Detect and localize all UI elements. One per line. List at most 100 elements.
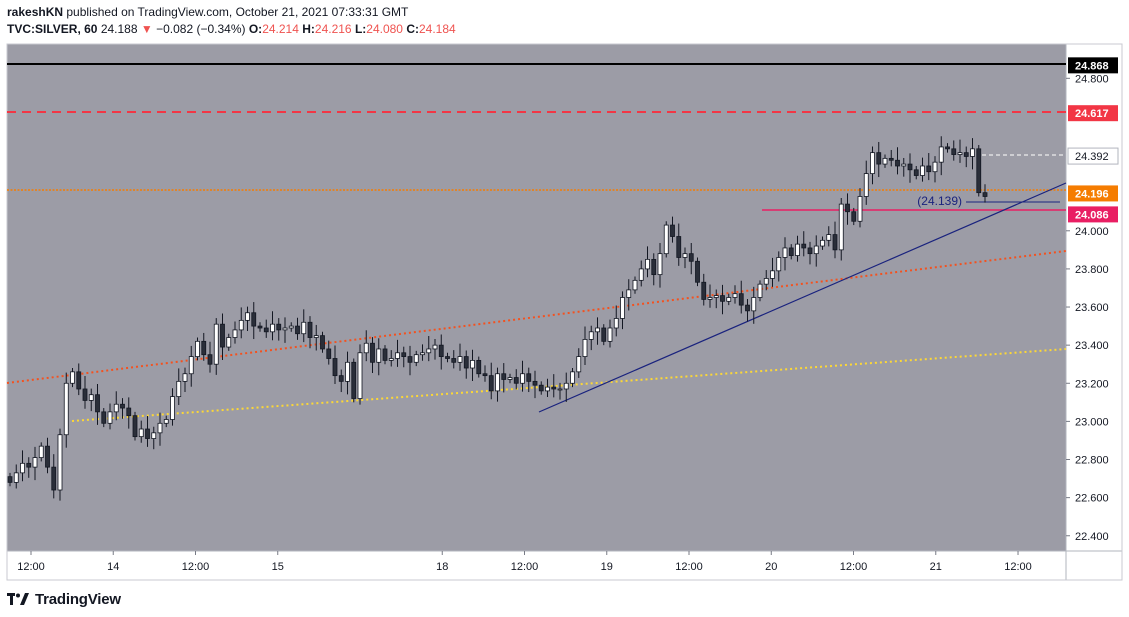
candle-body (932, 161, 938, 173)
candle-body (532, 380, 538, 386)
candle-body (213, 323, 219, 365)
candle-body (788, 247, 794, 256)
candle-body (313, 335, 319, 338)
candle-body (701, 281, 707, 300)
candle-body (688, 253, 694, 262)
candle-body (801, 243, 807, 249)
candle-body (670, 224, 675, 237)
candle-body (726, 297, 732, 302)
candle-body (913, 169, 919, 176)
tradingview-logo[interactable]: TradingView (7, 590, 121, 608)
candle-body (888, 157, 894, 161)
candle-body (120, 403, 125, 409)
candle-body (263, 327, 269, 333)
time-tick-label: 12:00 (1004, 561, 1032, 573)
price-tick-label: 22.400 (1075, 531, 1109, 543)
time-tick-label: 12:00 (17, 561, 45, 573)
candle-body (220, 323, 225, 348)
candle-body (326, 348, 332, 359)
change-arrow-icon: ▼ (140, 22, 153, 36)
candle-body (738, 293, 744, 306)
price-change: −0.082 (−0.34%) (156, 22, 246, 36)
candle-body (832, 234, 838, 251)
price-tick-label: 22.600 (1075, 493, 1109, 505)
candle-body (763, 278, 769, 285)
candle-body (395, 352, 400, 359)
candle-body (651, 258, 657, 276)
blue-trendline[interactable] (538, 182, 1067, 413)
candle-body (957, 152, 963, 155)
candle-body (745, 304, 750, 312)
candle-body (938, 146, 944, 163)
time-tick-label: 20 (765, 561, 777, 573)
candlestick-series (7, 136, 988, 501)
candle-body (576, 356, 582, 373)
candle-body (663, 224, 669, 255)
candle-body (338, 375, 344, 382)
candle-body (363, 342, 369, 354)
candle-body (13, 472, 19, 483)
candle-body (157, 422, 163, 434)
time-tick-label: 12:00 (182, 561, 210, 573)
candle-body (682, 253, 688, 258)
candle-body (151, 432, 157, 439)
candle-body (370, 342, 375, 363)
candle-body (63, 382, 69, 436)
candle-body (926, 165, 932, 173)
candle-body (807, 247, 813, 255)
candle-body (301, 321, 307, 335)
candle-body (563, 382, 569, 390)
candle-body (295, 325, 300, 335)
candle-body (351, 361, 357, 399)
candle-body (920, 165, 925, 176)
candle-body (170, 396, 175, 420)
candle-body (901, 163, 907, 167)
candle-body (863, 173, 869, 197)
candle-body (638, 268, 644, 281)
price-tick-label: 23.000 (1075, 416, 1109, 428)
candle-body (426, 348, 432, 354)
candle-body (707, 297, 713, 300)
candle-body (876, 152, 882, 165)
price-level-text: 24.086 (1075, 209, 1109, 221)
candle-body (776, 257, 782, 272)
yellow-dotted-trendline[interactable] (71, 348, 1067, 422)
candle-body (820, 239, 825, 247)
candle-body (695, 260, 700, 283)
candle-body (188, 356, 194, 375)
candle-body (332, 358, 338, 377)
candle-body (20, 462, 25, 474)
candle-body (376, 348, 382, 363)
published-text: published on TradingView.com, October 21… (66, 5, 409, 19)
candle-body (845, 203, 850, 213)
annotation-label: (24.139) (917, 194, 962, 208)
candle-body (57, 434, 63, 491)
author-name[interactable]: rakeshKN (7, 5, 64, 19)
price-tick-label: 23.800 (1075, 264, 1109, 276)
candle-body (163, 419, 169, 424)
candle-body (851, 211, 857, 222)
candle-body (126, 407, 132, 417)
price-tick-label: 24.800 (1075, 73, 1109, 85)
time-tick-label: 12:00 (511, 561, 539, 573)
candle-body (432, 344, 438, 350)
candle-body (620, 297, 625, 319)
price-axis-background (1066, 44, 1122, 551)
price-level-badge (1068, 206, 1118, 223)
candle-body (463, 356, 469, 369)
candle-body (276, 323, 282, 331)
price-level-labels: 24.868 24.617 24.392 24.196 24.086 (1067, 57, 1119, 223)
candle-body (557, 388, 563, 391)
candle-body (482, 373, 488, 377)
open-label: O: (248, 22, 263, 36)
candle-body (601, 327, 607, 342)
candle-body (782, 247, 788, 258)
time-tick-label: 21 (930, 561, 942, 573)
last-price: 24.188 (100, 22, 138, 36)
candle-body (507, 377, 513, 380)
candle-body (70, 371, 75, 384)
candle-body (545, 386, 550, 392)
candle-body (538, 384, 544, 392)
candle-body (645, 258, 650, 270)
